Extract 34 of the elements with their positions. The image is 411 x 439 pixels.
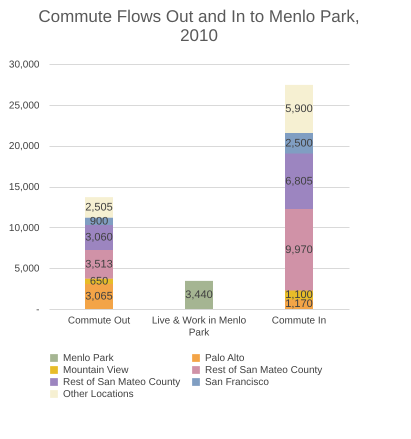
y-tick-label: 5,000 [14,264,40,275]
y-tick-label: - [36,304,40,316]
data-label: 2,505 [85,201,113,214]
legend-label: Rest of San Mateo County [205,365,322,376]
data-label: 2,500 [285,137,313,150]
data-label: 6,805 [285,175,313,188]
y-tick-label: 20,000 [8,141,40,152]
x-tick-label: Live & Work in Menlo Park [152,316,247,338]
data-label: 1,170 [285,298,313,310]
legend-label: Mountain View [63,365,130,376]
data-label: 3,065 [85,290,113,302]
data-label: 5,900 [285,102,313,115]
legend-label: Palo Alto [205,353,245,364]
chart-title: Commute Flows Out and In to Menlo Park, 2010 [38,7,360,45]
legend-label: Menlo Park [63,353,115,364]
data-label: 3,513 [85,258,113,270]
legend-label: San Francisco [205,377,270,388]
y-tick-label: 25,000 [8,100,40,112]
legend-label: Other Locations [63,389,134,400]
data-label: 900 [90,215,108,228]
x-tick-label: Commute In [272,316,326,326]
y-tick-label: 10,000 [8,222,40,234]
data-label: 1,100 [285,288,313,301]
x-tick-label: Commute Out [68,316,130,326]
y-tick-label: 15,000 [8,182,40,193]
data-label: 650 [90,275,108,288]
legend-label: Rest of San Mateo County [63,377,180,388]
data-label: 3,060 [85,231,113,244]
data-label: 3,440 [185,288,213,301]
bar [285,209,313,290]
bar [285,84,313,134]
data-label: 9,970 [285,244,313,256]
bar [285,153,313,210]
y-tick-label: 30,000 [8,60,40,70]
